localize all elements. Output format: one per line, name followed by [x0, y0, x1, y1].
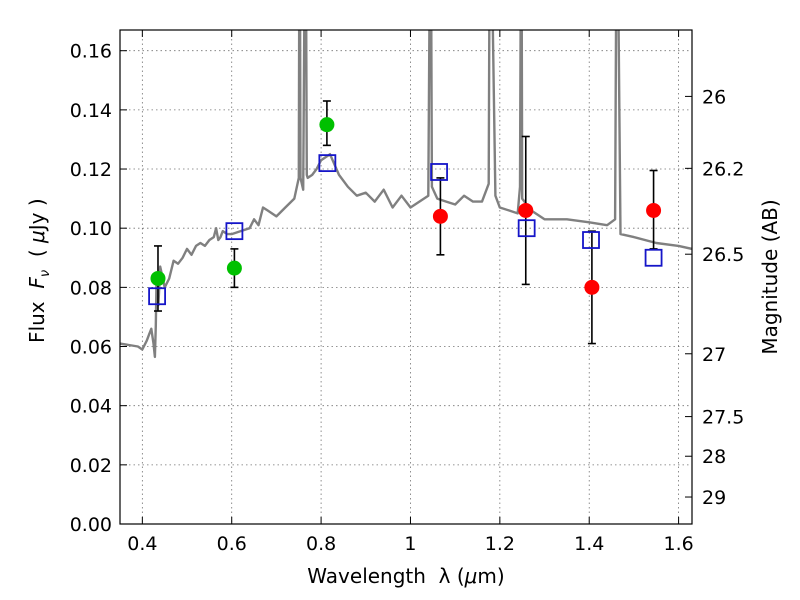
y-tick-label: 0.14 — [70, 100, 112, 122]
y-tick-label: 0.04 — [70, 396, 112, 418]
y-axis-ticks: 0.00 0.02 0.04 0.06 0.08 0.10 0.12 0.14 0.16 — [70, 41, 127, 536]
model-square-point — [225, 222, 244, 241]
y2-tick-label: 27 — [702, 344, 726, 366]
observed-circle-point — [150, 270, 166, 286]
x-axis-label: Wavelength λ (μm) — [307, 564, 504, 588]
y-tick-label: 0.00 — [70, 514, 112, 536]
observed-circle-point — [584, 279, 600, 295]
y-tick-label: 0.16 — [70, 41, 112, 63]
y-tick-label: 0.08 — [70, 277, 112, 299]
grid-lines — [120, 30, 692, 525]
y-tick-label: 0.10 — [70, 218, 112, 240]
plot-frame — [119, 29, 693, 525]
observed-circle-point — [226, 260, 242, 276]
x-axis-ticks: 0.4 0.6 0.8 1 1.2 1.4 1.6 — [127, 30, 694, 555]
photometry-points — [148, 117, 663, 306]
model-square-point — [430, 163, 448, 181]
y2-tick-label: 29 — [702, 487, 726, 509]
observed-circle-point — [319, 117, 335, 133]
model-square-point — [148, 287, 166, 306]
x-tick-label: 0.8 — [306, 533, 336, 555]
observed-circle-point — [518, 202, 534, 218]
model-square-point — [644, 248, 663, 267]
x-tick-label: 0.6 — [217, 533, 247, 555]
y2-tick-label: 28 — [702, 446, 726, 468]
x-tick-label: 0.4 — [127, 533, 157, 555]
observed-circle-point — [432, 208, 448, 224]
x-tick-label: 1 — [404, 533, 416, 555]
y2-axis-ticks: 26 26.2 26.5 27 27.5 28 29 — [685, 86, 744, 509]
y-axis-label: Flux Fν ( μJy ) — [25, 179, 53, 374]
spectrum-line — [120, 30, 692, 359]
x-tick-label: 1.2 — [485, 533, 515, 555]
y-tick-label: 0.02 — [70, 455, 112, 477]
y2-axis-label: Magnitude (AB) — [758, 199, 782, 354]
y2-tick-label: 26 — [702, 86, 726, 108]
error-bars — [153, 100, 658, 345]
y2-tick-label: 26.2 — [702, 158, 744, 180]
observed-circle-point — [646, 202, 662, 218]
x-tick-label: 1.6 — [663, 533, 693, 555]
y-tick-label: 0.06 — [70, 337, 112, 359]
y2-tick-label: 26.5 — [702, 244, 744, 266]
model-square-point — [582, 231, 600, 249]
model-spectrum — [120, 30, 692, 359]
x-tick-label: 1.4 — [574, 533, 604, 555]
model-square-point — [318, 154, 337, 173]
model-square-point — [517, 219, 536, 238]
y2-tick-label: 27.5 — [702, 407, 744, 429]
y-tick-label: 0.12 — [70, 159, 112, 181]
